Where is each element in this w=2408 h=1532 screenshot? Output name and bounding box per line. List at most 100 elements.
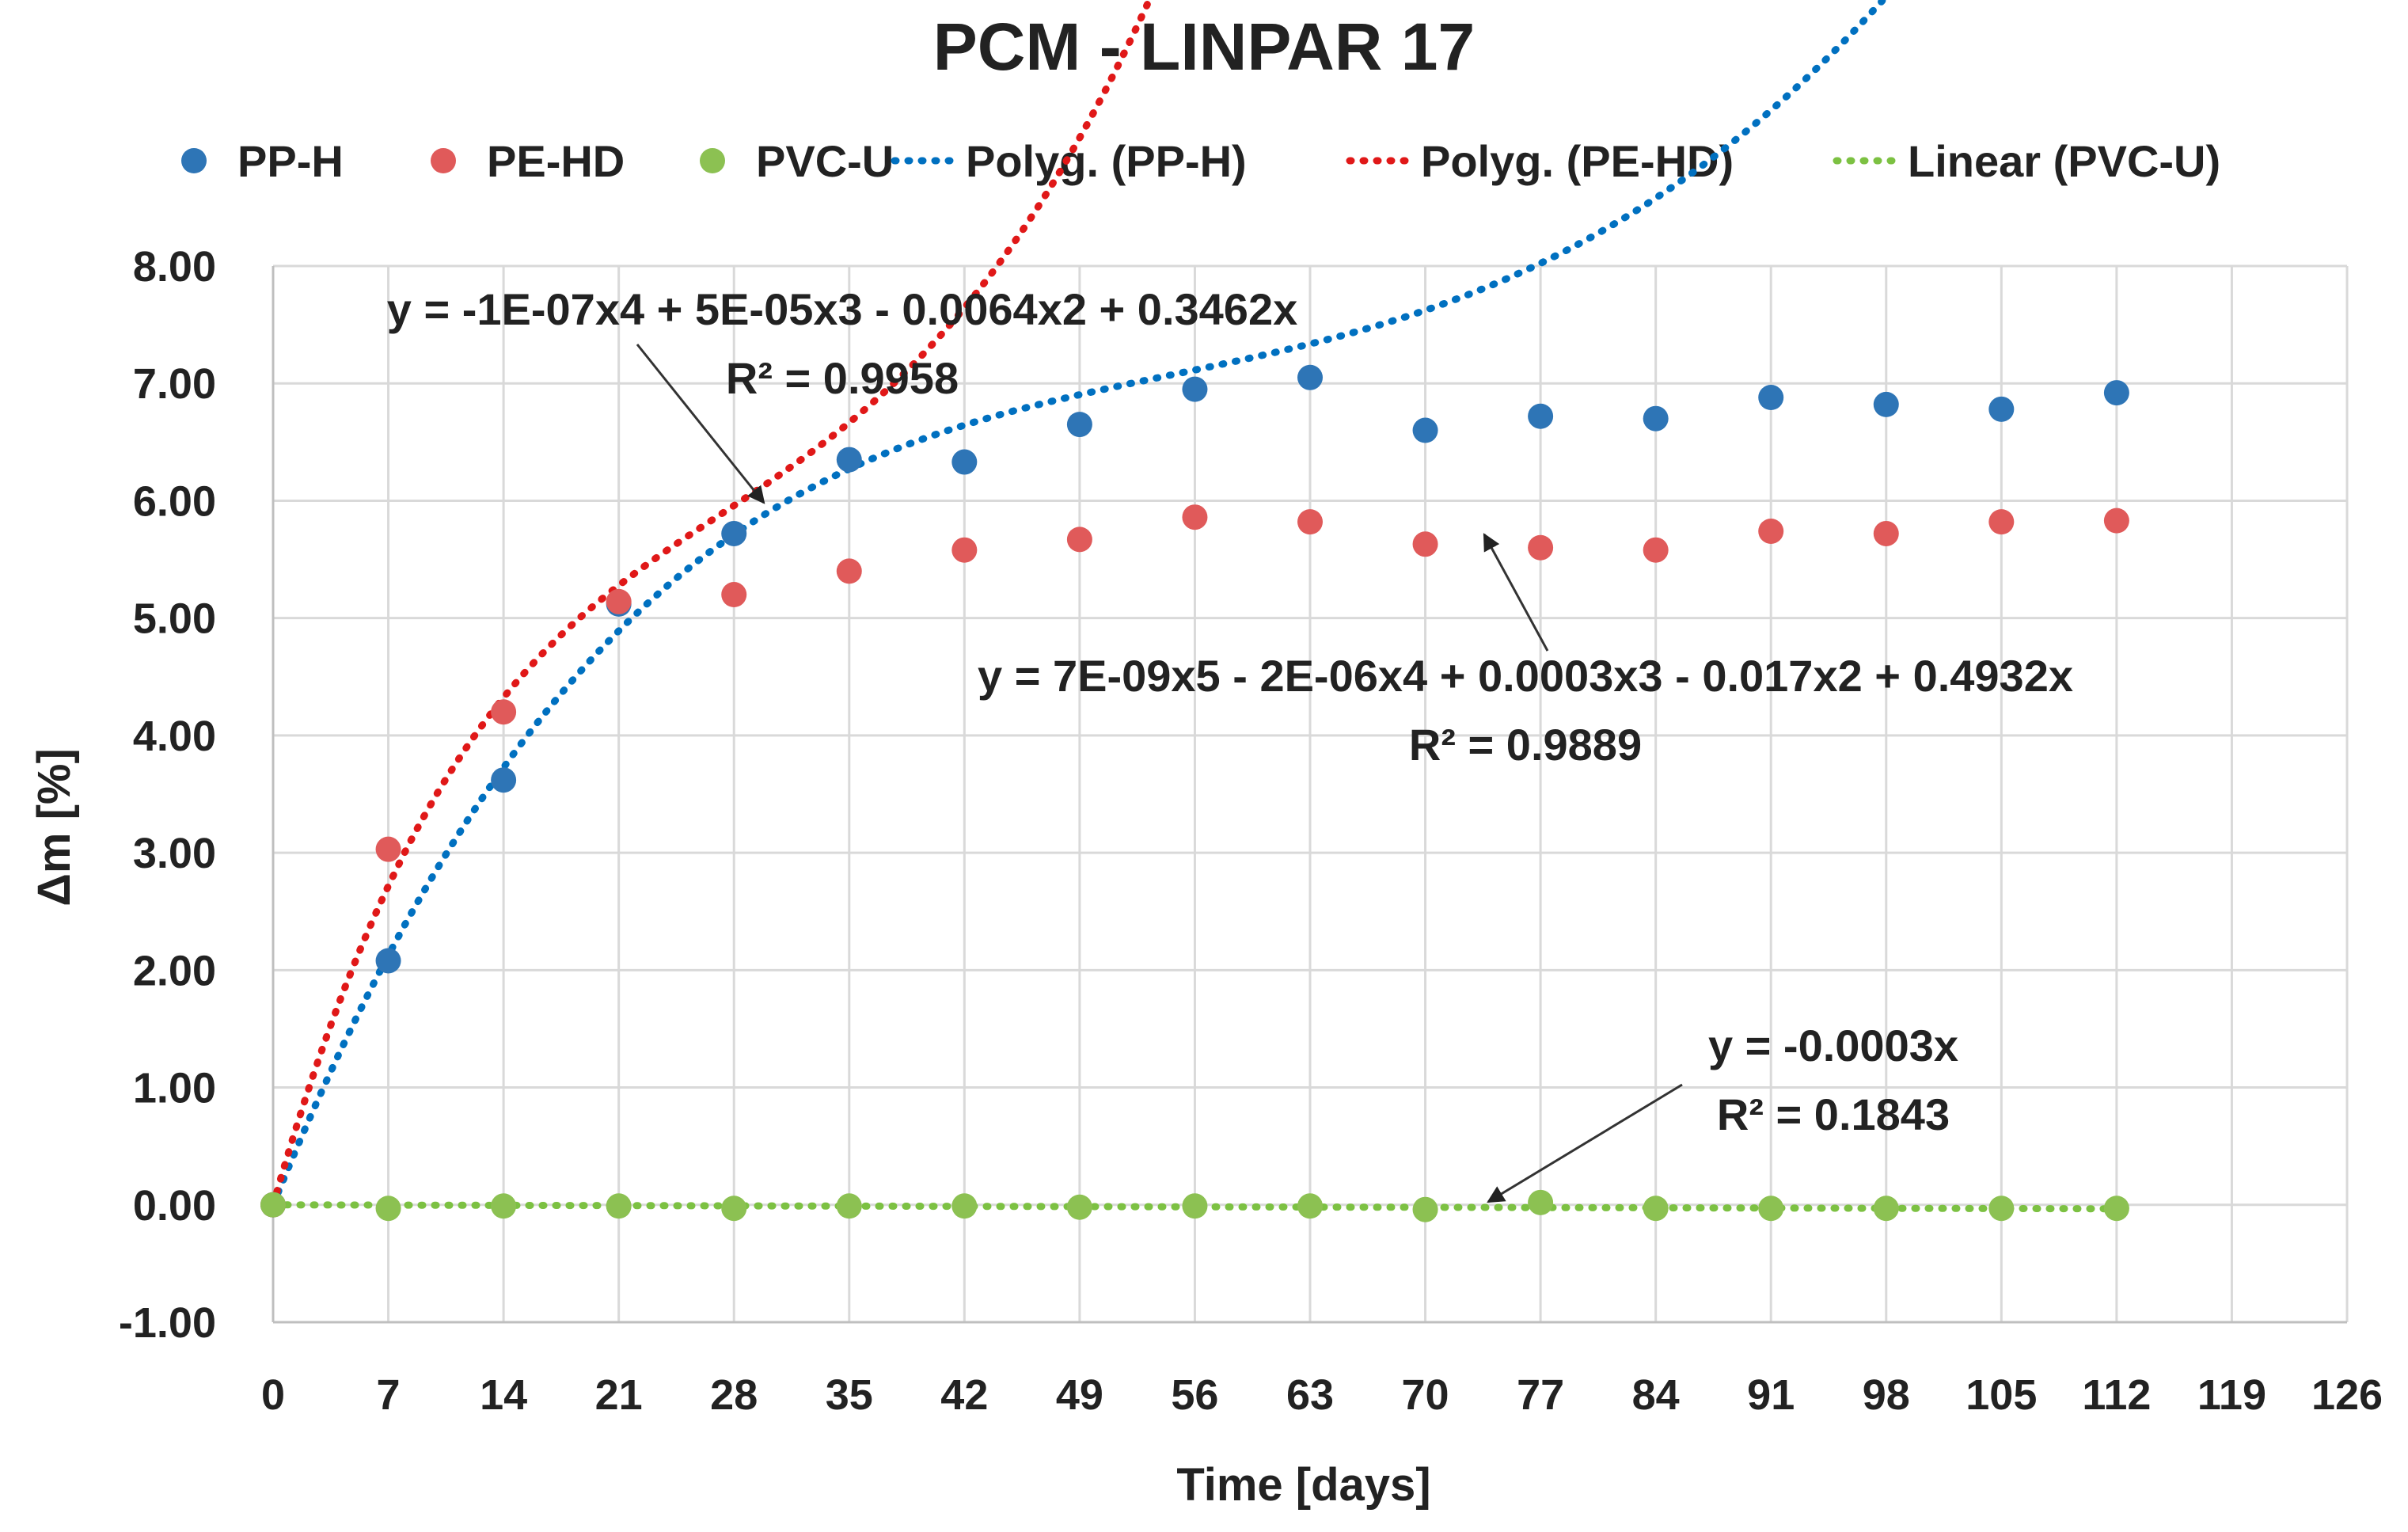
data-point-pp-h [951,449,978,475]
legend-marker [181,148,207,173]
data-point-pe-hd [1528,534,1554,561]
x-tick-label: 7 [377,1371,401,1419]
data-point-pe-hd [1758,518,1784,544]
data-point-pp-h [491,767,517,793]
x-tick-label: 21 [595,1371,643,1419]
x-tick-label: 70 [1402,1371,1449,1419]
trendline-r-squared: R² = 0.9889 [1409,720,1642,770]
trendline-r-squared: R² = 0.9958 [726,353,959,403]
y-axis-label: Δm [%] [28,748,80,907]
x-tick-label: 14 [480,1371,527,1419]
y-tick-label: 6.00 [133,477,216,525]
data-points [260,364,2129,1222]
tick-labels: -1.00 0.00 1.00 2.00 3.00 4.00 5.00 6.00 7.00 8.0… [119,243,2383,1419]
x-tick-label: 63 [1286,1371,1334,1419]
data-point-pvc-u [2103,1196,2129,1222]
legend: PP-H PE-HD PVC-U Polyg. (PP-H) Polyg. (PE-HD… [181,136,2220,186]
data-point-pvc-u [1412,1196,1438,1222]
data-point-pe-hd [1412,531,1438,557]
data-point-pvc-u [1758,1196,1784,1222]
data-point-pvc-u [1182,1193,1208,1219]
data-point-pvc-u [1873,1196,1899,1222]
data-point-pp-h [1643,405,1669,431]
data-point-pe-hd [1066,527,1092,553]
data-point-pvc-u [721,1196,747,1222]
data-point-pp-h [721,520,747,546]
data-point-pe-hd [1988,509,2015,535]
y-tick-label: 0.00 [133,1182,216,1230]
trendline-linear-pvc-u [269,1201,2121,1213]
data-point-pp-h [2103,380,2129,406]
x-tick-label: 112 [2082,1371,2151,1419]
annotations: y = -1E-07x4 + 5E-05x3 - 0.0064x2 + 0.34… [387,284,2073,1203]
data-point-pvc-u [1643,1196,1669,1222]
y-tick-label: 7.00 [133,360,216,408]
trendline-polyg-pp-h [269,0,1888,1209]
legend-label: PVC-U [756,136,894,186]
data-point-pp-h [1988,396,2015,422]
trendline-equation: y = -0.0003x [1708,1021,1958,1070]
x-tick-label: 0 [261,1371,285,1419]
data-point-pvc-u [491,1193,517,1219]
trendline-equation: y = 7E-09x5 - 2E-06x4 + 0.0003x3 - 0.017… [978,651,2073,701]
axes [272,266,2347,1324]
data-point-pe-hd [951,537,978,563]
data-point-pvc-u [1528,1189,1554,1215]
x-tick-label: 56 [1171,1371,1218,1419]
legend-label: PP-H [237,136,344,186]
data-point-pvc-u [606,1193,632,1219]
data-point-pp-h [375,948,401,974]
legend-label: Polyg. (PE-HD) [1421,136,1734,186]
data-point-pp-h [1528,403,1554,429]
data-point-pe-hd [1643,537,1669,563]
x-tick-label: 49 [1056,1371,1103,1419]
gridlines [273,264,2349,1324]
legend-label: Linear (PVC-U) [1908,136,2220,186]
x-tick-label: 91 [1747,1371,1795,1419]
legend-marker [431,148,456,173]
data-point-pe-hd [1297,509,1323,535]
data-point-pvc-u [1066,1194,1092,1220]
data-point-pe-hd [606,588,632,614]
x-tick-label: 77 [1517,1371,1564,1419]
data-point-pe-hd [375,836,401,862]
y-tick-label: 2.00 [133,947,216,994]
x-tick-label: 119 [2197,1371,2266,1419]
trendline-r-squared: R² = 0.1843 [1717,1089,1950,1139]
data-point-pe-hd [491,699,517,725]
annotation-arrow [636,344,765,504]
legend-label: PE-HD [487,136,625,186]
trendlines [269,0,2121,1213]
x-tick-label: 84 [1632,1371,1680,1419]
x-tick-label: 105 [1966,1371,2037,1419]
annotation-arrow [1487,1083,1683,1203]
data-point-pvc-u [951,1193,978,1219]
chart-title: PCM - LINPAR 17 [933,10,1476,84]
data-point-pe-hd [836,558,862,584]
annotation-arrow [1483,533,1549,652]
y-tick-label: 8.00 [133,243,216,291]
trendline-polyg-pe-hd [269,0,1153,1209]
data-point-pp-h [1182,376,1208,402]
data-point-pp-h [1297,364,1323,390]
x-tick-label: 98 [1863,1371,1910,1419]
data-point-pvc-u [1988,1196,2015,1222]
data-point-pp-h [1873,391,1899,417]
data-point-pp-h [1758,385,1784,411]
data-point-pvc-u [260,1192,286,1218]
y-tick-label: 1.00 [133,1065,216,1112]
data-point-pp-h [836,447,862,473]
y-tick-label: -1.00 [119,1299,216,1347]
x-tick-label: 126 [2311,1371,2383,1419]
data-point-pp-h [1066,412,1092,438]
data-point-pvc-u [375,1196,401,1222]
y-tick-label: 3.00 [133,830,216,877]
data-point-pe-hd [1873,520,1899,546]
y-tick-label: 4.00 [133,713,216,760]
y-tick-label: 5.00 [133,595,216,643]
x-tick-label: 35 [826,1371,873,1419]
data-point-pvc-u [836,1193,862,1219]
legend-label: Polyg. (PP-H) [966,136,1247,186]
legend-marker [700,148,725,173]
